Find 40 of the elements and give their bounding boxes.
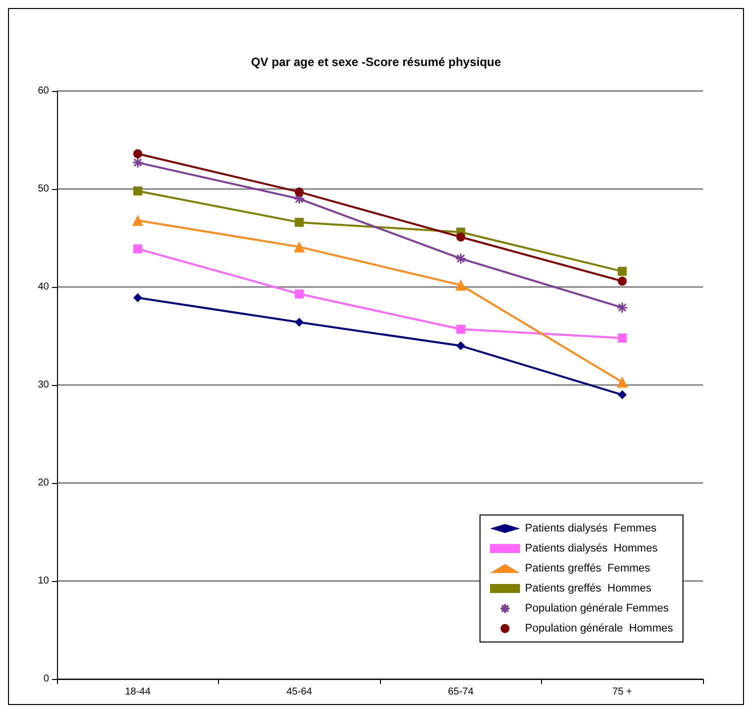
point <box>133 293 142 302</box>
point <box>133 186 142 196</box>
chart-title: QV par age et sexe -Score résumé physique <box>250 55 502 69</box>
point <box>456 324 466 334</box>
legend-label: Patients greffés Hommes <box>525 582 652 594</box>
point <box>294 187 304 196</box>
legend-label: Population générale Hommes <box>525 622 674 634</box>
point <box>618 276 627 286</box>
point <box>133 244 142 254</box>
x-tick-label: 75 + <box>612 686 632 698</box>
legend-label: Patients dialysés Femmes <box>525 522 657 534</box>
legend-label: Population générale Femmes <box>525 602 670 614</box>
legend-label: Patients greffés Femmes <box>525 562 651 574</box>
x-tick-label: 18-44 <box>124 686 151 698</box>
y-tick-label: 10 <box>38 576 50 586</box>
point <box>294 318 304 327</box>
y-tick-label: 0 <box>43 674 50 684</box>
point <box>455 252 466 264</box>
point <box>455 280 466 291</box>
y-tick-label: 20 <box>38 478 50 488</box>
y-tick-label: 30 <box>38 380 50 390</box>
y-tick-label: 60 <box>38 86 50 96</box>
point <box>132 156 144 168</box>
point <box>616 376 628 388</box>
point <box>294 241 305 252</box>
point <box>294 289 304 298</box>
y-tick-label: 40 <box>38 282 50 292</box>
point <box>133 149 142 158</box>
x-tick-label: 45-64 <box>286 686 312 698</box>
point <box>132 214 144 226</box>
point <box>456 341 466 350</box>
point <box>294 218 304 227</box>
x-tick-label: 65-74 <box>448 686 474 698</box>
point <box>618 333 627 342</box>
point <box>456 232 466 242</box>
y-tick-label: 50 <box>38 184 50 194</box>
point <box>618 390 627 400</box>
point <box>618 266 627 276</box>
legend-label: Patients dialysés Hommes <box>525 542 658 554</box>
point <box>616 302 628 314</box>
